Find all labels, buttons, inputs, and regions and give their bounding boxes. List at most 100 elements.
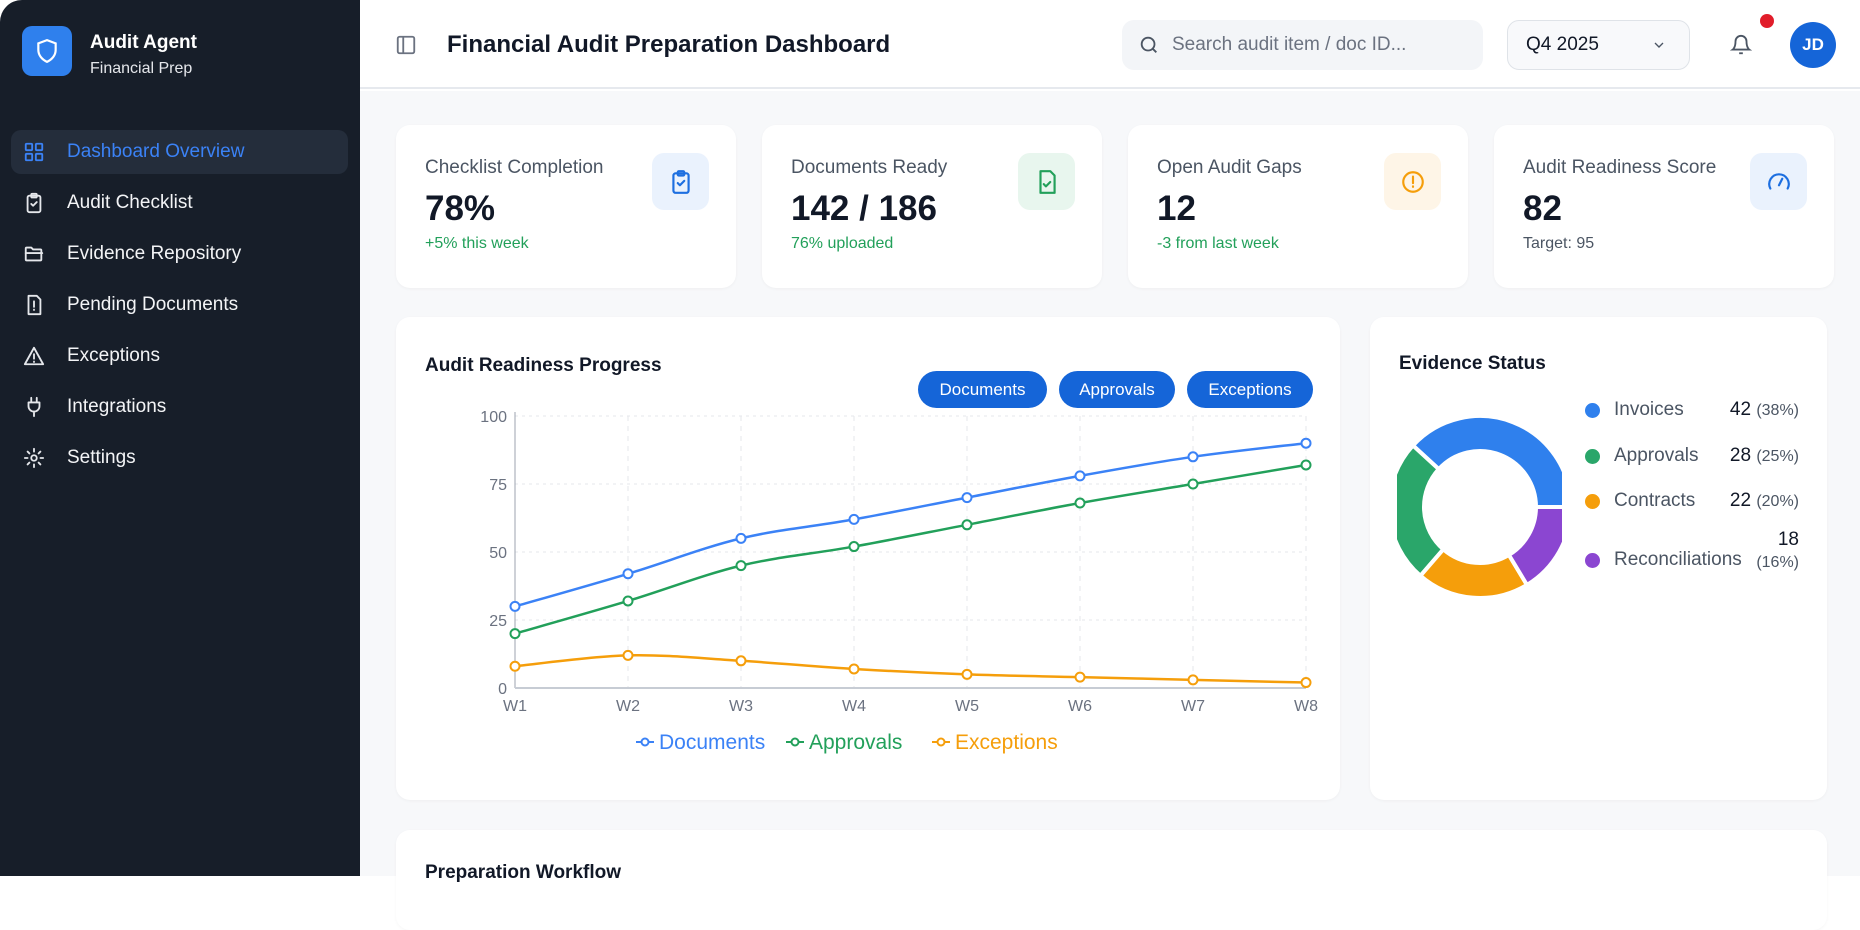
series-line-exceptions: [514, 653, 1307, 684]
slice-percent: (16%): [1756, 554, 1799, 571]
slice-count: 28: [1729, 445, 1752, 466]
chart-title: Audit Readiness Progress: [425, 355, 662, 376]
file-alert-icon: [23, 294, 67, 316]
stat-card: Audit Readiness Score 82 Target: 95: [1494, 125, 1834, 288]
sidebar-item-label: Audit Checklist: [67, 192, 193, 213]
clipboard-check-icon: [23, 192, 67, 214]
sidebar-item-settings[interactable]: Settings: [11, 436, 348, 480]
chevron-down-icon: [1654, 42, 1664, 48]
brand-subtitle: Financial Prep: [90, 60, 193, 77]
y-tick-label: 50: [489, 545, 507, 562]
top-header: Financial Audit Preparation Dashboard Q4…: [360, 0, 1860, 89]
legend-dot-icon: [1585, 493, 1600, 509]
period-select[interactable]: Q4 2025: [1507, 20, 1690, 70]
legend-dot-icon: [1585, 552, 1600, 568]
stat-value: 82: [1523, 189, 1562, 228]
legend-item: Reconciliations: [1585, 549, 1742, 571]
stat-card: Documents Ready 142 / 186 76% uploaded: [762, 125, 1102, 288]
legend-item: Invoices: [1585, 399, 1684, 421]
legend-label: Exceptions: [955, 731, 1058, 754]
data-point: [1074, 470, 1086, 482]
workflow-title: Preparation Workflow: [425, 862, 622, 883]
data-point: [961, 519, 973, 531]
workflow-card: Preparation Workflow: [396, 830, 1827, 930]
data-point: [848, 541, 860, 553]
evidence-title: Evidence Status: [1399, 353, 1546, 374]
documents-filter-button[interactable]: Documents: [918, 371, 1047, 408]
sidebar-item-audit-checklist[interactable]: Audit Checklist: [11, 181, 348, 225]
sidebar-item-evidence-repository[interactable]: Evidence Repository: [11, 232, 348, 276]
slice-percent: (25%): [1756, 448, 1799, 465]
data-point: [509, 600, 521, 612]
bell-icon[interactable]: [1729, 33, 1753, 62]
approvals-filter-button[interactable]: Approvals: [1059, 371, 1175, 408]
series-line-approvals: [514, 463, 1307, 635]
data-point: [622, 595, 634, 607]
data-point: [509, 628, 521, 640]
slice-percent: (38%): [1756, 402, 1799, 419]
sidebar-toggle-icon[interactable]: [395, 34, 417, 61]
legend-marker-icon: [640, 737, 650, 747]
main-content: Checklist Completion 78% +5% this week D…: [360, 91, 1860, 930]
stat-card: Checklist Completion 78% +5% this week: [396, 125, 736, 288]
x-tick-label: W6: [1068, 698, 1092, 715]
evidence-status-card: Evidence Status Invoices 42 (38%) Approval…: [1370, 317, 1827, 800]
data-point: [1187, 674, 1199, 686]
legend-dot-icon: [1585, 448, 1600, 464]
search-box[interactable]: [1122, 20, 1483, 70]
page-title: Financial Audit Preparation Dashboard: [447, 31, 891, 58]
warning-triangle-icon: [23, 345, 67, 367]
legend-value: 28 (25%): [1730, 445, 1799, 467]
period-value: Q4 2025: [1526, 34, 1599, 55]
donut-slice-invoices: [1410, 414, 1562, 509]
slice-count: 18: [1777, 529, 1799, 550]
data-point: [735, 532, 747, 544]
x-tick-label: W3: [729, 698, 753, 715]
sidebar-item-integrations[interactable]: Integrations: [11, 385, 348, 429]
stat-card: Open Audit Gaps 12 -3 from last week: [1128, 125, 1468, 288]
data-point: [848, 513, 860, 525]
data-point: [1187, 451, 1199, 463]
gauge-icon: [1750, 153, 1807, 210]
data-point: [735, 560, 747, 572]
data-point: [1300, 437, 1312, 449]
data-point: [1074, 497, 1086, 509]
progress-chart-card: Audit Readiness Progress Documents Appro…: [396, 317, 1340, 800]
data-point: [1187, 478, 1199, 490]
sidebar-item-label: Exceptions: [67, 345, 160, 366]
data-point: [622, 649, 634, 661]
stat-label: Audit Readiness Score: [1523, 157, 1717, 178]
legend-item: Approvals: [1585, 445, 1699, 467]
sidebar-item-pending-documents[interactable]: Pending Documents: [11, 283, 348, 327]
search-input[interactable]: [1172, 34, 1472, 56]
stat-subtext: Target: 95: [1523, 235, 1595, 252]
legend-label: Reconciliations: [1614, 549, 1742, 570]
legend-label: Invoices: [1614, 399, 1684, 420]
data-point: [622, 568, 634, 580]
slice-percent: (20%): [1756, 493, 1799, 510]
stat-subtext: 76% uploaded: [791, 235, 894, 252]
grid-icon: [23, 141, 67, 163]
stat-label: Checklist Completion: [425, 157, 604, 178]
sidebar-item-label: Dashboard Overview: [67, 141, 245, 162]
avatar[interactable]: JD: [1790, 22, 1836, 68]
exceptions-filter-button[interactable]: Exceptions: [1187, 371, 1313, 408]
sidebar-item-label: Evidence Repository: [67, 243, 242, 264]
notification-badge: [1760, 14, 1774, 28]
x-tick-label: W2: [616, 698, 640, 715]
legend-label: Approvals: [809, 731, 902, 754]
slice-count: 22: [1729, 490, 1752, 511]
sidebar-item-dashboard-overview[interactable]: Dashboard Overview: [11, 130, 348, 174]
gear-icon: [23, 447, 67, 469]
stat-label: Documents Ready: [791, 157, 948, 178]
sidebar-item-exceptions[interactable]: Exceptions: [11, 334, 348, 378]
data-point: [735, 655, 747, 667]
donut-slice-reconciliations: [1506, 505, 1562, 588]
legend-label: Approvals: [1614, 445, 1699, 466]
slice-count: 42: [1729, 399, 1752, 420]
sidebar-item-label: Settings: [67, 447, 136, 468]
x-tick-label: W4: [842, 698, 866, 715]
stat-value: 12: [1157, 189, 1196, 228]
legend-label: Contracts: [1614, 490, 1696, 511]
shield-logo-icon: [22, 26, 72, 76]
